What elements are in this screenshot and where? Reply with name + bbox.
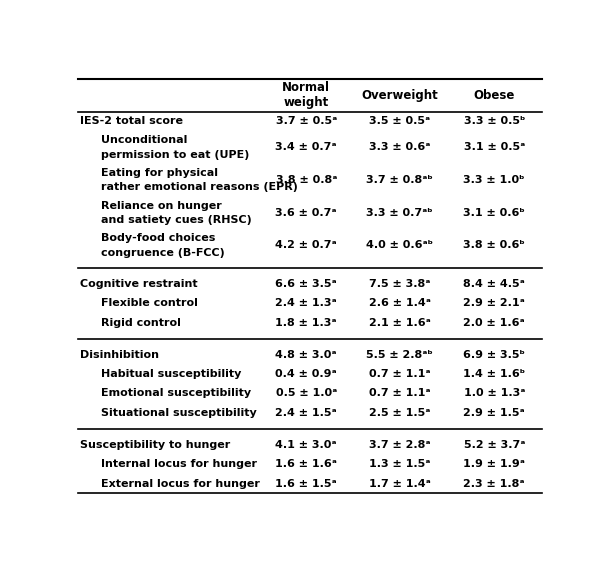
Text: 1.0 ± 1.3ᵃ: 1.0 ± 1.3ᵃ — [464, 389, 525, 398]
Text: 1.6 ± 1.6ᵃ: 1.6 ± 1.6ᵃ — [275, 459, 337, 469]
Text: Habitual susceptibility: Habitual susceptibility — [101, 369, 241, 379]
Text: 2.3 ± 1.8ᵃ: 2.3 ± 1.8ᵃ — [464, 479, 525, 488]
Text: Flexible control: Flexible control — [101, 298, 198, 309]
Text: 2.6 ± 1.4ᵃ: 2.6 ± 1.4ᵃ — [368, 298, 430, 309]
Text: 3.4 ± 0.7ᵃ: 3.4 ± 0.7ᵃ — [276, 143, 337, 152]
Text: 1.6 ± 1.5ᵃ: 1.6 ± 1.5ᵃ — [275, 479, 337, 488]
Text: 3.1 ± 0.5ᵃ: 3.1 ± 0.5ᵃ — [464, 143, 525, 152]
Text: Susceptibility to hunger: Susceptibility to hunger — [80, 440, 230, 450]
Text: 6.6 ± 3.5ᵃ: 6.6 ± 3.5ᵃ — [275, 279, 337, 289]
Text: 4.8 ± 3.0ᵃ: 4.8 ± 3.0ᵃ — [276, 350, 337, 360]
Text: 1.3 ± 1.5ᵃ: 1.3 ± 1.5ᵃ — [369, 459, 430, 469]
Text: 3.3 ± 0.6ᵃ: 3.3 ± 0.6ᵃ — [369, 143, 430, 152]
Text: 2.9 ± 1.5ᵃ: 2.9 ± 1.5ᵃ — [464, 408, 525, 418]
Text: 3.6 ± 0.7ᵃ: 3.6 ± 0.7ᵃ — [276, 208, 337, 218]
Text: Overweight: Overweight — [361, 89, 438, 102]
Text: Disinhibition: Disinhibition — [80, 350, 159, 360]
Text: 2.1 ± 1.6ᵃ: 2.1 ± 1.6ᵃ — [368, 318, 430, 328]
Text: permission to eat (UPE): permission to eat (UPE) — [101, 149, 249, 160]
Text: IES-2 total score: IES-2 total score — [80, 116, 183, 126]
Text: 5.5 ± 2.8ᵃᵇ: 5.5 ± 2.8ᵃᵇ — [366, 350, 433, 360]
Text: Emotional susceptibility: Emotional susceptibility — [101, 389, 251, 398]
Text: Eating for physical: Eating for physical — [101, 168, 218, 178]
Text: 4.2 ± 0.7ᵃ: 4.2 ± 0.7ᵃ — [275, 240, 337, 250]
Text: 0.5 ± 1.0ᵃ: 0.5 ± 1.0ᵃ — [276, 389, 337, 398]
Text: 3.7 ± 0.8ᵃᵇ: 3.7 ± 0.8ᵃᵇ — [366, 175, 433, 185]
Text: 4.0 ± 0.6ᵃᵇ: 4.0 ± 0.6ᵃᵇ — [366, 240, 433, 250]
Text: Obese: Obese — [474, 89, 515, 102]
Text: Unconditional: Unconditional — [101, 135, 187, 146]
Text: 6.9 ± 3.5ᵇ: 6.9 ± 3.5ᵇ — [464, 350, 525, 360]
Text: 0.7 ± 1.1ᵃ: 0.7 ± 1.1ᵃ — [369, 389, 430, 398]
Text: External locus for hunger: External locus for hunger — [101, 479, 260, 488]
Text: 3.7 ± 2.8ᵃ: 3.7 ± 2.8ᵃ — [369, 440, 430, 450]
Text: and satiety cues (RHSC): and satiety cues (RHSC) — [101, 215, 252, 225]
Text: 2.0 ± 1.6ᵃ: 2.0 ± 1.6ᵃ — [464, 318, 525, 328]
Text: 0.4 ± 0.9ᵃ: 0.4 ± 0.9ᵃ — [275, 369, 337, 379]
Text: 1.8 ± 1.3ᵃ: 1.8 ± 1.3ᵃ — [276, 318, 337, 328]
Text: 8.4 ± 4.5ᵃ: 8.4 ± 4.5ᵃ — [464, 279, 525, 289]
Text: Normal
weight: Normal weight — [282, 81, 330, 109]
Text: rather emotional reasons (EPR): rather emotional reasons (EPR) — [101, 182, 298, 192]
Text: Body-food choices: Body-food choices — [101, 233, 216, 243]
Text: 3.8 ± 0.6ᵇ: 3.8 ± 0.6ᵇ — [464, 240, 525, 250]
Text: congruence (B-FCC): congruence (B-FCC) — [101, 248, 225, 258]
Text: 2.9 ± 2.1ᵃ: 2.9 ± 2.1ᵃ — [464, 298, 525, 309]
Text: 1.7 ± 1.4ᵃ: 1.7 ± 1.4ᵃ — [368, 479, 430, 488]
Text: 3.7 ± 0.5ᵃ: 3.7 ± 0.5ᵃ — [276, 116, 337, 126]
Text: 5.2 ± 3.7ᵃ: 5.2 ± 3.7ᵃ — [464, 440, 525, 450]
Text: Internal locus for hunger: Internal locus for hunger — [101, 459, 257, 469]
Text: 1.9 ± 1.9ᵃ: 1.9 ± 1.9ᵃ — [464, 459, 525, 469]
Text: 3.3 ± 0.5ᵇ: 3.3 ± 0.5ᵇ — [464, 116, 525, 126]
Text: 0.7 ± 1.1ᵃ: 0.7 ± 1.1ᵃ — [369, 369, 430, 379]
Text: 2.4 ± 1.3ᵃ: 2.4 ± 1.3ᵃ — [275, 298, 337, 309]
Text: 3.8 ± 0.8ᵃ: 3.8 ± 0.8ᵃ — [276, 175, 337, 185]
Text: 7.5 ± 3.8ᵃ: 7.5 ± 3.8ᵃ — [369, 279, 430, 289]
Text: 2.4 ± 1.5ᵃ: 2.4 ± 1.5ᵃ — [275, 408, 337, 418]
Text: 2.5 ± 1.5ᵃ: 2.5 ± 1.5ᵃ — [369, 408, 430, 418]
Text: Cognitive restraint: Cognitive restraint — [80, 279, 197, 289]
Text: 1.4 ± 1.6ᵇ: 1.4 ± 1.6ᵇ — [463, 369, 526, 379]
Text: Reliance on hunger: Reliance on hunger — [101, 201, 222, 210]
Text: 4.1 ± 3.0ᵃ: 4.1 ± 3.0ᵃ — [276, 440, 337, 450]
Text: 3.1 ± 0.6ᵇ: 3.1 ± 0.6ᵇ — [464, 208, 525, 218]
Text: 3.3 ± 1.0ᵇ: 3.3 ± 1.0ᵇ — [464, 175, 525, 185]
Text: Situational susceptibility: Situational susceptibility — [101, 408, 256, 418]
Text: Rigid control: Rigid control — [101, 318, 181, 328]
Text: 3.5 ± 0.5ᵃ: 3.5 ± 0.5ᵃ — [369, 116, 430, 126]
Text: 3.3 ± 0.7ᵃᵇ: 3.3 ± 0.7ᵃᵇ — [366, 208, 433, 218]
